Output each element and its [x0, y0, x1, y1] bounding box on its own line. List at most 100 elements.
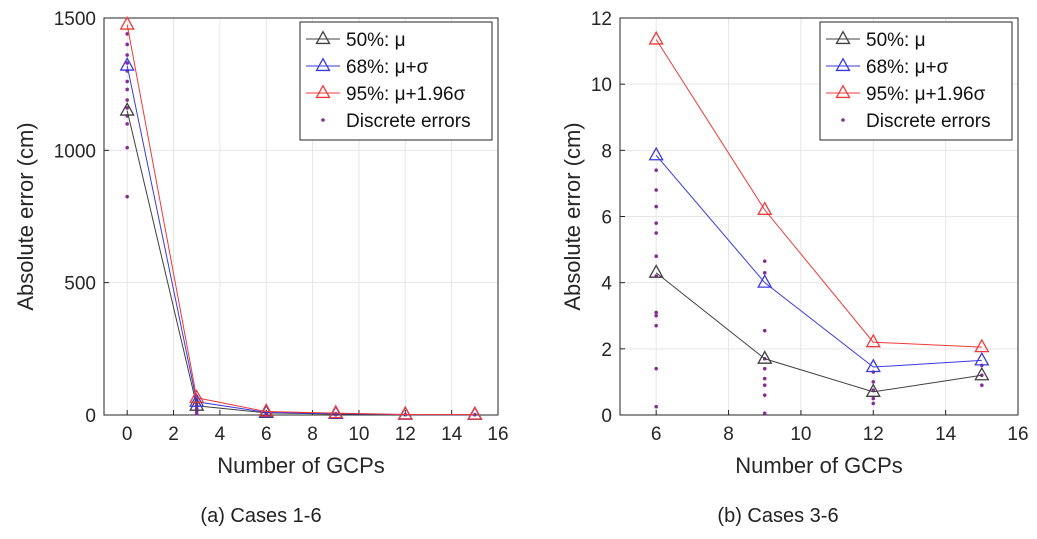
discrete-error-point [980, 383, 984, 388]
series-marker-mu [119, 102, 135, 116]
legend-box [299, 21, 493, 141]
discrete-error-point [125, 32, 129, 36]
x-tick-label: 6 [261, 424, 272, 445]
series-marker-mu [189, 397, 205, 411]
legend-marker-discrete [321, 118, 325, 122]
series-marker-mu_sigma [648, 146, 664, 161]
discrete-error-point [654, 204, 658, 209]
legend-marker-mu_196sigma [835, 84, 851, 99]
series-marker-mu [865, 383, 881, 397]
legend-label-mu_sigma: 68%: μ+σ [866, 57, 949, 78]
discrete-error-point [762, 270, 767, 275]
discrete-error-point [125, 145, 129, 150]
y-tick-label: 1500 [54, 9, 96, 30]
series-marker-mu_196sigma [467, 405, 483, 420]
legend-label-mu: 50%: μ [346, 30, 406, 51]
discrete-error-point [654, 323, 658, 328]
x-axis-label: Number of GCPs [735, 453, 903, 478]
legend-marker-mu_sigma [835, 57, 851, 72]
y-tick-label: 2 [601, 340, 612, 361]
series-marker-mu [757, 350, 773, 364]
discrete-error-point [762, 393, 767, 397]
discrete-error-point [762, 383, 767, 388]
series-marker-mu_sigma [189, 393, 205, 407]
series-line-mu_196sigma [126, 24, 475, 416]
discrete-error-point [654, 254, 658, 258]
series-marker-mu_196sigma [757, 201, 773, 215]
legend-box [819, 21, 1013, 141]
caption-b: (b) Cases 3-6 [717, 505, 839, 527]
discrete-error-point [654, 404, 658, 409]
series-line-mu_sigma [655, 154, 982, 368]
discrete-error-point [871, 401, 876, 406]
series-marker-mu_196sigma [328, 404, 344, 419]
x-tick-label: 8 [723, 424, 734, 445]
discrete-error-point [654, 231, 658, 235]
caption-a: (a) Cases 1-6 [200, 505, 322, 527]
x-tick-label: 6 [651, 424, 662, 445]
x-tick-label: 8 [307, 424, 318, 445]
series-marker-mu_196sigma [648, 30, 664, 45]
series-marker-mu [974, 366, 990, 381]
x-axis-label: Number of GCPs [217, 453, 385, 478]
series-marker-mu_sigma [974, 351, 990, 366]
discrete-error-point [125, 53, 129, 57]
series-marker-mu_196sigma [119, 16, 135, 30]
series-marker-mu_196sigma [974, 338, 990, 353]
discrete-error-point [654, 188, 658, 192]
y-tick-label: 500 [64, 274, 96, 295]
discrete-error-point [654, 366, 658, 371]
discrete-error-point [762, 411, 767, 416]
x-tick-label: 10 [790, 424, 811, 445]
series-marker-mu_sigma [865, 358, 881, 373]
series-marker-mu_sigma [757, 274, 773, 288]
discrete-error-point [125, 98, 129, 102]
discrete-error-point [473, 412, 477, 417]
x-tick-label: 14 [935, 424, 957, 445]
x-tick-label: 14 [441, 424, 463, 445]
discrete-error-point [125, 106, 129, 110]
series-marker-mu_196sigma [189, 389, 205, 403]
discrete-error-point [125, 79, 129, 84]
series-marker-mu_196sigma [865, 333, 881, 348]
discrete-error-point [654, 310, 658, 315]
y-tick-label: 0 [85, 406, 96, 427]
discrete-error-point [194, 406, 199, 411]
discrete-error-point [762, 376, 767, 381]
x-tick-label: 0 [122, 424, 133, 445]
legend-label-discrete: Discrete errors [346, 111, 471, 132]
y-tick-label: 4 [601, 274, 612, 295]
discrete-error-point [871, 380, 876, 384]
legend-marker-discrete [841, 118, 845, 122]
discrete-error-point [762, 366, 767, 371]
legend-label-mu_196sigma: 95%: μ+1.96σ [866, 84, 986, 105]
y-tick-label: 6 [601, 208, 612, 229]
y-tick-label: 12 [591, 9, 612, 30]
discrete-error-point [654, 168, 658, 172]
legend-marker-mu [835, 30, 851, 45]
legend-marker-mu_196sigma [315, 84, 331, 99]
x-tick-label: 16 [1007, 424, 1028, 445]
legend-label-mu: 50%: μ [866, 30, 926, 51]
discrete-error-point [194, 411, 199, 416]
discrete-error-point [125, 122, 129, 126]
y-tick-label: 8 [601, 141, 612, 162]
x-tick-label: 12 [863, 424, 884, 445]
x-tick-label: 16 [487, 424, 508, 445]
y-tick-label: 10 [591, 75, 612, 96]
legend-marker-mu [315, 30, 331, 45]
legend-label-mu_sigma: 68%: μ+σ [346, 57, 429, 78]
series-marker-mu_196sigma [397, 405, 413, 420]
discrete-error-point [125, 42, 129, 47]
discrete-error-point [125, 194, 129, 199]
series-marker-mu [648, 264, 664, 278]
series-line-mu [655, 272, 982, 393]
discrete-error-point [871, 396, 876, 401]
legend-label-mu_196sigma: 95%: μ+1.96σ [346, 84, 466, 105]
series-marker-mu_sigma [119, 57, 135, 71]
discrete-error-point [762, 259, 767, 263]
discrete-error-point [762, 328, 767, 333]
